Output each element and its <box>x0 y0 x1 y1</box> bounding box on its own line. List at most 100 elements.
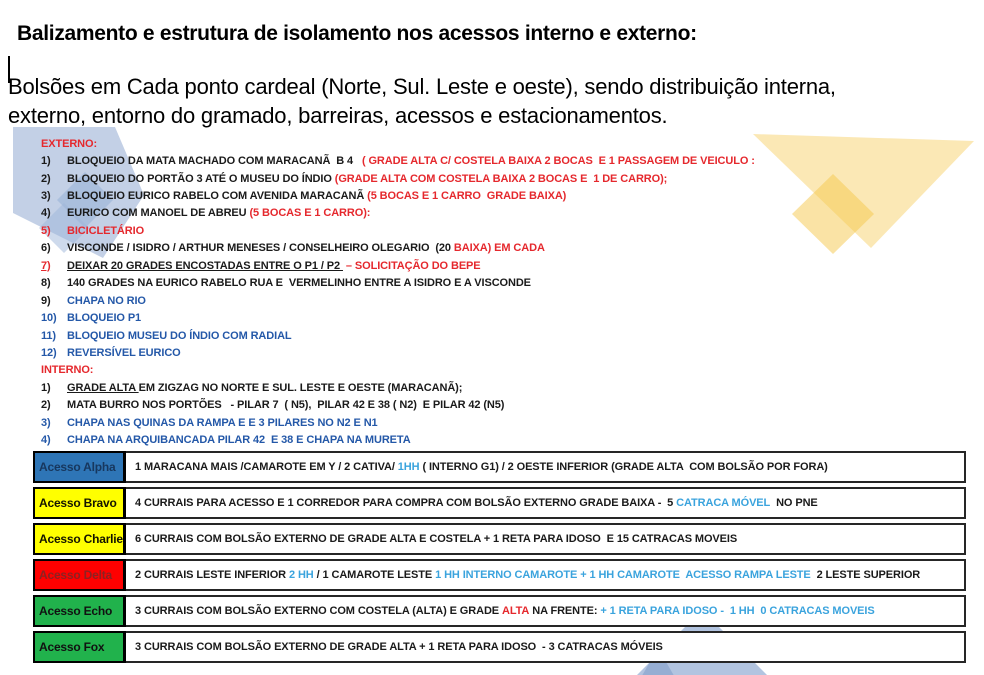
externo-item-8: 8) 140 GRADES NA EURICO RABELO RUA E VERM… <box>41 275 941 292</box>
row-label: Acesso Alpha <box>33 451 126 483</box>
text-segment: 140 GRADES NA EURICO RABELO RUA E VERMEL… <box>67 277 531 290</box>
text-segment: CATRACA MÓVEL <box>676 497 771 509</box>
externo-item-12: 12) REVERSÍVEL EURICO <box>41 344 941 361</box>
yellow-triangle-shape <box>753 134 974 248</box>
externo-item-2: 2) BLOQUEIO DO PORTÃO 3 ATÉ O MUSEU DO ÍN… <box>41 170 941 187</box>
text-segment: ALTA <box>501 605 530 617</box>
table-row: Acesso Delta 2 CURRAIS LESTE INFERIOR 2 H… <box>33 559 966 591</box>
item-number: 8) <box>41 277 51 290</box>
item-number: 4) <box>41 207 51 220</box>
text-segment: GRADE ALTA <box>67 381 139 394</box>
item-number: 3) <box>41 190 51 203</box>
text-segment: NA FRENTE: <box>529 605 601 617</box>
externo-item-6: 6) VISCONDE / ISIDRO / ARTHUR MENESES / C… <box>41 240 941 257</box>
text-segment: CHAPA NA ARQUIBANCADA PILAR 42 E 38 E CH… <box>67 434 411 447</box>
table-row: Acesso Fox 3 CURRAIS COM BOLSÃO EXTERNO D… <box>33 631 966 663</box>
item-number: 1) <box>41 155 51 168</box>
item-number: 5) <box>41 224 51 237</box>
text-segment: BLOQUEIO DO PORTÃO 3 ATÉ O MUSEU DO ÍNDI… <box>67 172 335 185</box>
text-segment: 4 CURRAIS PARA ACESSO E 1 CORREDOR PARA … <box>135 497 677 509</box>
item-number: 6) <box>41 242 51 255</box>
text-segment: / 1 CAMAROTE LESTE <box>313 569 436 581</box>
text-segment: ( INTERNO G1) / 2 OESTE INFERIOR (GRADE … <box>419 461 828 473</box>
text-segment: 1 MARACANA MAIS /CAMAROTE EM Y / 2 CATIV… <box>135 461 398 473</box>
row-content: 2 CURRAIS LESTE INFERIOR 2 HH / 1 CAMARO… <box>126 559 966 591</box>
text-segment: BLOQUEIO DA MATA MACHADO COM MARACANÃ B … <box>67 155 362 168</box>
interno-item-2: 2) MATA BURRO NOS PORTÕES - PILAR 7 ( N5)… <box>41 397 941 414</box>
table-row: Acesso Alpha 1 MARACANA MAIS /CAMAROTE EM… <box>33 451 966 483</box>
text-segment: INTERNO: <box>41 364 94 377</box>
text-segment: 1HH <box>397 461 420 473</box>
isolation-list: EXTERNO: 1) BLOQUEIO DA MATA MACHADO COM M… <box>41 135 941 449</box>
text-segment: – SOLICITAÇÃO DO BEPE <box>342 259 481 272</box>
text-segment: REVERSÍVEL EURICO <box>67 346 181 359</box>
text-segment: 1 HH INTERNO CAMAROTE + 1 HH CAMAROTE AC… <box>435 569 811 581</box>
text-segment: (GRADE ALTA COM COSTELA BAIXA 2 BOCAS E … <box>334 172 668 185</box>
text-segment: 2 HH <box>288 569 314 581</box>
item-number: 10) <box>41 312 57 325</box>
text-segment: 3 CURRAIS COM BOLSÃO EXTERNO COM COSTELA… <box>135 605 502 617</box>
row-label: Acesso Echo <box>33 595 126 627</box>
text-segment: BICICLETÁRIO <box>67 224 145 237</box>
item-number: 12) <box>41 346 57 359</box>
externo-item-3: 3) BLOQUEIO EURICO RABELO COM AVENIDA MAR… <box>41 187 941 204</box>
text-segment: BAIXA) EM CADA <box>453 242 545 255</box>
externo-item-1: 1) BLOQUEIO DA MATA MACHADO COM MARACANÃ … <box>41 152 941 169</box>
externo-item-7: 7) DEIXAR 20 GRADES ENCOSTADAS ENTRE O P1… <box>41 257 941 274</box>
text-cursor <box>8 56 10 83</box>
text-segment: 2 CURRAIS LESTE INFERIOR <box>135 569 289 581</box>
intro-paragraph: Bolsões em Cada ponto cardeal (Norte, Su… <box>8 74 836 128</box>
text-segment: EM ZIGZAG NO NORTE E SUL. LESTE E OESTE … <box>138 381 463 394</box>
access-table: Acesso Alpha 1 MARACANA MAIS /CAMAROTE EM… <box>33 451 966 667</box>
interno-heading: INTERNO: <box>41 362 941 379</box>
text-segment: NO PNE <box>770 497 818 509</box>
text-segment: 2 LESTE SUPERIOR <box>810 569 921 581</box>
externo-item-9: 9) CHAPA NO RIO <box>41 292 941 309</box>
text-segment: BLOQUEIO P1 <box>67 312 142 325</box>
text-segment: VISCONDE / ISIDRO / ARTHUR MENESES / CON… <box>67 242 454 255</box>
item-number: 2) <box>41 399 51 412</box>
row-label: Acesso Charlie <box>33 523 126 555</box>
text-segment: ( GRADE ALTA C/ COSTELA BAIXA 2 BOCAS E … <box>361 155 755 168</box>
externo-heading: EXTERNO: <box>41 135 941 152</box>
text-segment: MATA BURRO NOS PORTÕES - PILAR 7 ( N5), … <box>67 399 505 412</box>
item-number: 2) <box>41 172 51 185</box>
text-segment: CHAPA NO RIO <box>67 294 146 307</box>
row-content: 1 MARACANA MAIS /CAMAROTE EM Y / 2 CATIV… <box>126 451 966 483</box>
text-segment: (5 BOCAS E 1 CARRO GRADE BAIXA) <box>367 190 567 203</box>
externo-item-11: 11) BLOQUEIO MUSEU DO ÍNDIO COM RADIAL <box>41 327 941 344</box>
text-segment: + 1 RETA PARA IDOSO - 1 HH 0 CATRACAS MO… <box>600 605 875 617</box>
row-content: 6 CURRAIS COM BOLSÃO EXTERNO DE GRADE AL… <box>126 523 966 555</box>
item-number: 4) <box>41 434 51 447</box>
table-row: Acesso Bravo 4 CURRAIS PARA ACESSO E 1 CO… <box>33 487 966 519</box>
item-number: 1) <box>41 381 51 394</box>
row-label: Acesso Fox <box>33 631 126 663</box>
externo-item-10: 10) BLOQUEIO P1 <box>41 309 941 326</box>
table-row: Acesso Echo 3 CURRAIS COM BOLSÃO EXTERNO … <box>33 595 966 627</box>
item-number: 7) <box>41 259 51 272</box>
yellow-diamond-icon <box>792 174 874 254</box>
text-segment: CHAPA NAS QUINAS DA RAMPA E E 3 PILARES … <box>67 416 378 429</box>
table-row: Acesso Charlie 6 CURRAIS COM BOLSÃO EXTER… <box>33 523 966 555</box>
row-label: Acesso Bravo <box>33 487 126 519</box>
item-number: 11) <box>41 329 56 342</box>
item-number: 9) <box>41 294 51 307</box>
text-segment: (5 BOCAS E 1 CARRO): <box>249 207 371 220</box>
row-content: 3 CURRAIS COM BOLSÃO EXTERNO COM COSTELA… <box>126 595 966 627</box>
interno-item-4: 4) CHAPA NA ARQUIBANCADA PILAR 42 E 38 E … <box>41 431 941 448</box>
blue-diamond-icon <box>39 203 89 253</box>
externo-item-5: 5) BICICLETÁRIO <box>41 222 941 239</box>
item-number: 3) <box>41 416 51 429</box>
text-segment: 6 CURRAIS COM BOLSÃO EXTERNO DE GRADE AL… <box>135 533 738 545</box>
text-segment: BLOQUEIO MUSEU DO ÍNDIO COM RADIAL <box>67 329 292 342</box>
page-title: Balizamento e estrutura de isolamento no… <box>17 22 697 46</box>
text-segment: DEIXAR 20 GRADES ENCOSTADAS ENTRE O P1 /… <box>67 259 343 272</box>
row-label: Acesso Delta <box>33 559 126 591</box>
interno-item-1: 1) GRADE ALTA EM ZIGZAG NO NORTE E SUL. L… <box>41 379 941 396</box>
row-content: 3 CURRAIS COM BOLSÃO EXTERNO DE GRADE AL… <box>126 631 966 663</box>
interno-item-3: 3) CHAPA NAS QUINAS DA RAMPA E E 3 PILARE… <box>41 414 941 431</box>
text-segment: 3 CURRAIS COM BOLSÃO EXTERNO DE GRADE AL… <box>135 641 663 653</box>
externo-item-4: 4) EURICO COM MANOEL DE ABREU (5 BOCAS E … <box>41 205 941 222</box>
text-segment: EURICO COM MANOEL DE ABREU <box>67 207 250 220</box>
text-segment: EXTERNO: <box>41 137 98 150</box>
